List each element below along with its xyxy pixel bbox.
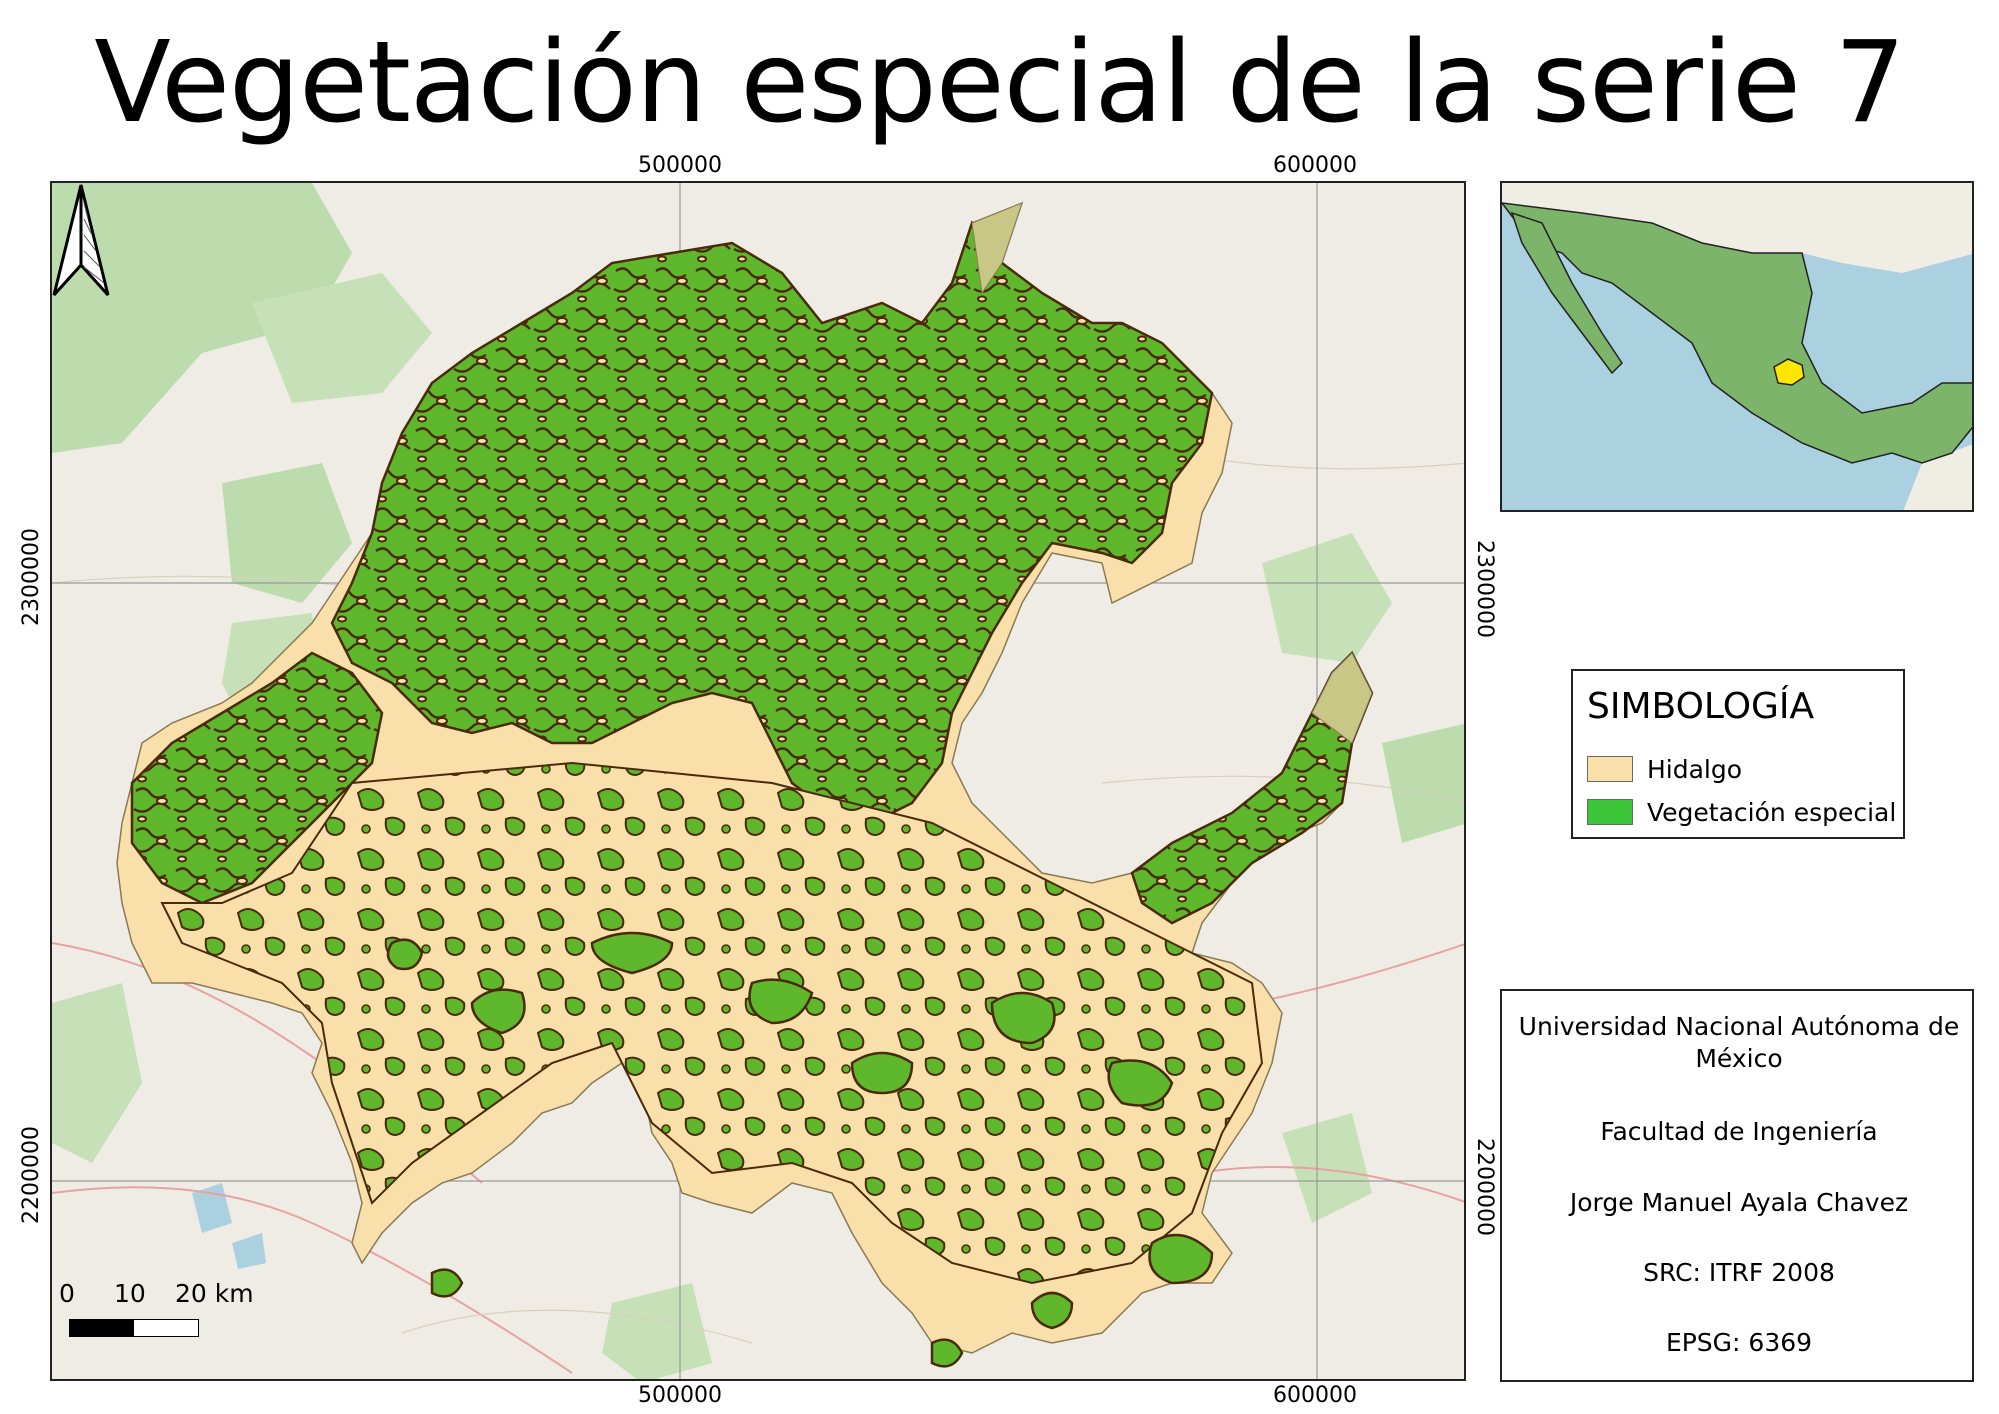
legend: SIMBOLOGÍA Hidalgo Vegetación especial	[1571, 669, 1905, 839]
scale-label-0: 0	[59, 1279, 75, 1308]
coord-top-500000: 500000	[638, 153, 722, 178]
credit-src: SRC: ITRF 2008	[1643, 1258, 1835, 1287]
coord-left-2200000: 2200000	[19, 1126, 44, 1224]
scale-segment-black	[69, 1319, 135, 1337]
coord-right-2200000: 2200000	[1472, 1138, 1497, 1236]
inset-map-canvas	[1502, 183, 1972, 510]
legend-item-vegetacion: Vegetación especial	[1587, 797, 1896, 827]
vegetation-north	[330, 220, 1214, 825]
credit-author: Jorge Manuel Ayala Chavez	[1569, 1188, 1909, 1217]
scale-bar: 0 10 20 km	[57, 1279, 254, 1339]
vegetation-central	[160, 761, 1264, 1285]
coord-left-2300000: 2300000	[19, 528, 44, 626]
main-map[interactable]: 0 10 20 km	[50, 181, 1466, 1381]
coord-bottom-600000: 600000	[1273, 1383, 1357, 1408]
hidalgo-highlight	[1773, 358, 1805, 386]
legend-label-hidalgo: Hidalgo	[1647, 754, 1743, 784]
legend-title: SIMBOLOGÍA	[1587, 686, 1815, 727]
north-arrow-icon	[52, 184, 110, 297]
map-title: Vegetación especial de la serie 7	[94, 18, 1906, 148]
scale-segment-white	[133, 1319, 199, 1337]
scale-label-10: 10	[114, 1279, 146, 1308]
legend-item-hidalgo: Hidalgo	[1587, 754, 1742, 784]
map-canvas	[52, 183, 1464, 1379]
credits-box: Universidad Nacional Autónoma de México …	[1500, 989, 1974, 1382]
mexico-shape	[1502, 202, 1972, 464]
coord-right-2300000: 2300000	[1472, 540, 1497, 638]
coord-top-600000: 600000	[1273, 153, 1357, 178]
credit-faculty: Facultad de Ingeniería	[1600, 1117, 1878, 1146]
credit-institution: Universidad Nacional Autónoma de México	[1518, 1012, 1960, 1073]
vegetation-west	[130, 651, 384, 905]
scale-label-20km: 20 km	[175, 1279, 254, 1308]
coord-bottom-500000: 500000	[638, 1383, 722, 1408]
swatch-vegetacion	[1587, 799, 1633, 825]
legend-label-vegetacion: Vegetación especial	[1647, 797, 1897, 827]
inset-map[interactable]	[1500, 181, 1974, 512]
credit-epsg: EPSG: 6369	[1665, 1328, 1813, 1357]
swatch-hidalgo	[1587, 756, 1633, 782]
